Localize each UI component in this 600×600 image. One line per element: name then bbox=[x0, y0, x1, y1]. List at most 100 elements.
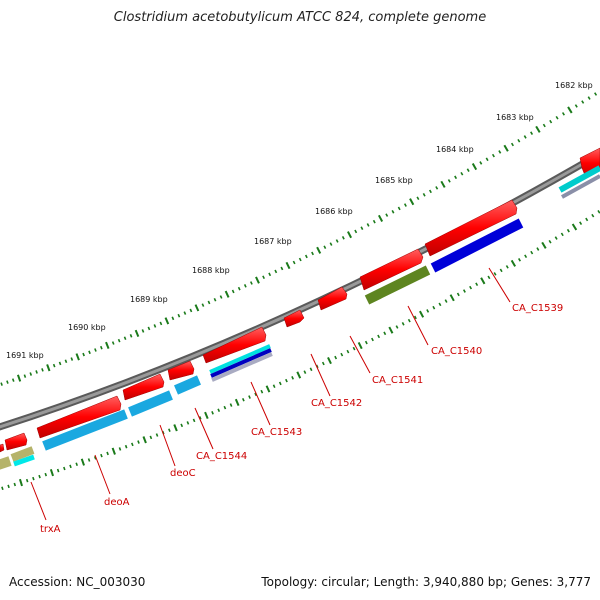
minor-tick bbox=[594, 92, 598, 96]
cds-feature[interactable] bbox=[317, 286, 348, 311]
gene-label-ca-c1543[interactable]: CA_C1543 bbox=[251, 427, 302, 438]
minor-tick bbox=[44, 472, 48, 477]
gene-label-ca-c1544[interactable]: CA_C1544 bbox=[196, 451, 247, 462]
major-tick bbox=[480, 277, 486, 285]
minor-tick bbox=[13, 482, 17, 487]
cds-feature[interactable] bbox=[167, 360, 195, 381]
minor-tick bbox=[123, 336, 127, 341]
minor-tick bbox=[352, 346, 356, 351]
gene-label-ca-c1542[interactable]: CA_C1542 bbox=[311, 398, 362, 409]
cds-feature[interactable] bbox=[0, 443, 5, 453]
cog-feature[interactable] bbox=[42, 409, 128, 451]
cds-feature[interactable] bbox=[202, 326, 267, 364]
cds-feature[interactable] bbox=[4, 432, 28, 451]
gene-label-ca-c1540[interactable]: CA_C1540 bbox=[431, 346, 482, 357]
minor-tick bbox=[315, 364, 319, 369]
gene-label-deoc[interactable]: deoC bbox=[170, 468, 196, 479]
minor-tick bbox=[360, 226, 364, 231]
minor-tick bbox=[334, 355, 338, 360]
minor-tick bbox=[32, 476, 35, 481]
gene-labels: CA_C1539 CA_C1540 CA_C1541 CA_C1542 CA_C… bbox=[40, 303, 563, 535]
major-tick bbox=[357, 342, 363, 350]
scale-label-1689: 1689 kbp bbox=[130, 295, 168, 304]
major-tick bbox=[194, 304, 200, 312]
cds-feature[interactable] bbox=[359, 248, 424, 291]
minor-tick bbox=[341, 236, 345, 240]
minor-tick bbox=[153, 324, 157, 328]
minor-tick bbox=[542, 123, 546, 128]
major-tick bbox=[567, 106, 573, 114]
minor-tick bbox=[168, 428, 171, 433]
cog-feature[interactable] bbox=[174, 375, 201, 395]
gene-label-trxa[interactable]: trxA bbox=[40, 524, 61, 535]
scale-label-1690: 1690 kbp bbox=[68, 323, 106, 332]
cog-feature[interactable] bbox=[561, 174, 600, 199]
major-tick bbox=[204, 411, 209, 419]
cog-feature[interactable] bbox=[211, 352, 273, 382]
minor-tick bbox=[177, 313, 181, 318]
minor-tick bbox=[444, 299, 448, 303]
minor-tick bbox=[432, 305, 436, 310]
cds-feature[interactable] bbox=[36, 395, 122, 439]
scale-label-1682: 1682 kbp bbox=[555, 81, 593, 90]
gene-label-deoa[interactable]: deoA bbox=[104, 497, 130, 508]
major-tick bbox=[265, 385, 271, 393]
minor-tick bbox=[118, 447, 122, 451]
minor-tick bbox=[566, 228, 570, 233]
minor-tick bbox=[510, 142, 514, 147]
label-leaders bbox=[30, 267, 511, 521]
major-tick bbox=[234, 398, 240, 407]
cds-feature[interactable] bbox=[283, 309, 305, 328]
cog-feature[interactable] bbox=[0, 456, 12, 470]
minor-tick bbox=[460, 171, 464, 176]
major-tick bbox=[535, 125, 541, 133]
minor-tick bbox=[219, 295, 223, 299]
minor-tick bbox=[25, 478, 29, 483]
minor-tick bbox=[63, 466, 66, 471]
minor-tick bbox=[180, 423, 184, 428]
minor-tick bbox=[272, 384, 276, 388]
minor-tick bbox=[292, 260, 296, 265]
minor-tick bbox=[291, 376, 294, 380]
major-tick bbox=[111, 447, 116, 455]
cog-feature[interactable] bbox=[430, 218, 524, 273]
minor-tick bbox=[100, 453, 103, 458]
cog-feature[interactable] bbox=[209, 344, 271, 374]
cog-feature[interactable] bbox=[210, 348, 272, 378]
minor-tick bbox=[106, 451, 109, 456]
minor-tick bbox=[303, 370, 307, 374]
minor-tick bbox=[395, 325, 399, 329]
cog-track bbox=[0, 165, 600, 470]
major-tick bbox=[571, 223, 578, 231]
cog-feature[interactable] bbox=[10, 446, 35, 462]
cds-feature[interactable] bbox=[424, 199, 518, 257]
minor-tick bbox=[124, 444, 128, 449]
scale-label-1687: 1687 kbp bbox=[254, 237, 292, 246]
major-tick bbox=[327, 356, 332, 365]
minor-tick bbox=[364, 340, 368, 345]
minor-tick bbox=[285, 378, 288, 383]
minor-tick bbox=[248, 395, 251, 399]
minor-tick bbox=[149, 435, 153, 440]
major-tick bbox=[164, 317, 170, 325]
minor-tick bbox=[469, 285, 473, 290]
minor-tick bbox=[447, 179, 451, 183]
minor-tick bbox=[462, 289, 466, 293]
minor-tick bbox=[111, 341, 115, 345]
gene-label-ca-c1539[interactable]: CA_C1539 bbox=[512, 303, 563, 314]
cog-feature[interactable] bbox=[558, 165, 600, 193]
major-tick bbox=[409, 198, 415, 206]
minor-tick bbox=[155, 433, 159, 437]
major-tick bbox=[49, 468, 54, 477]
minor-tick bbox=[499, 268, 503, 273]
cog-feature[interactable] bbox=[128, 390, 173, 417]
major-tick bbox=[224, 290, 230, 298]
gene-label-ca-c1541[interactable]: CA_C1541 bbox=[372, 375, 423, 386]
minor-tick bbox=[56, 468, 60, 473]
minor-tick bbox=[385, 213, 389, 217]
cog-feature[interactable] bbox=[13, 454, 35, 467]
cds-feature[interactable] bbox=[122, 373, 165, 401]
scale-labels: 1682 kbp 1683 kbp 1684 kbp 1685 kbp 1686… bbox=[6, 81, 593, 360]
minor-tick bbox=[383, 331, 387, 336]
cog-feature[interactable] bbox=[364, 265, 431, 305]
